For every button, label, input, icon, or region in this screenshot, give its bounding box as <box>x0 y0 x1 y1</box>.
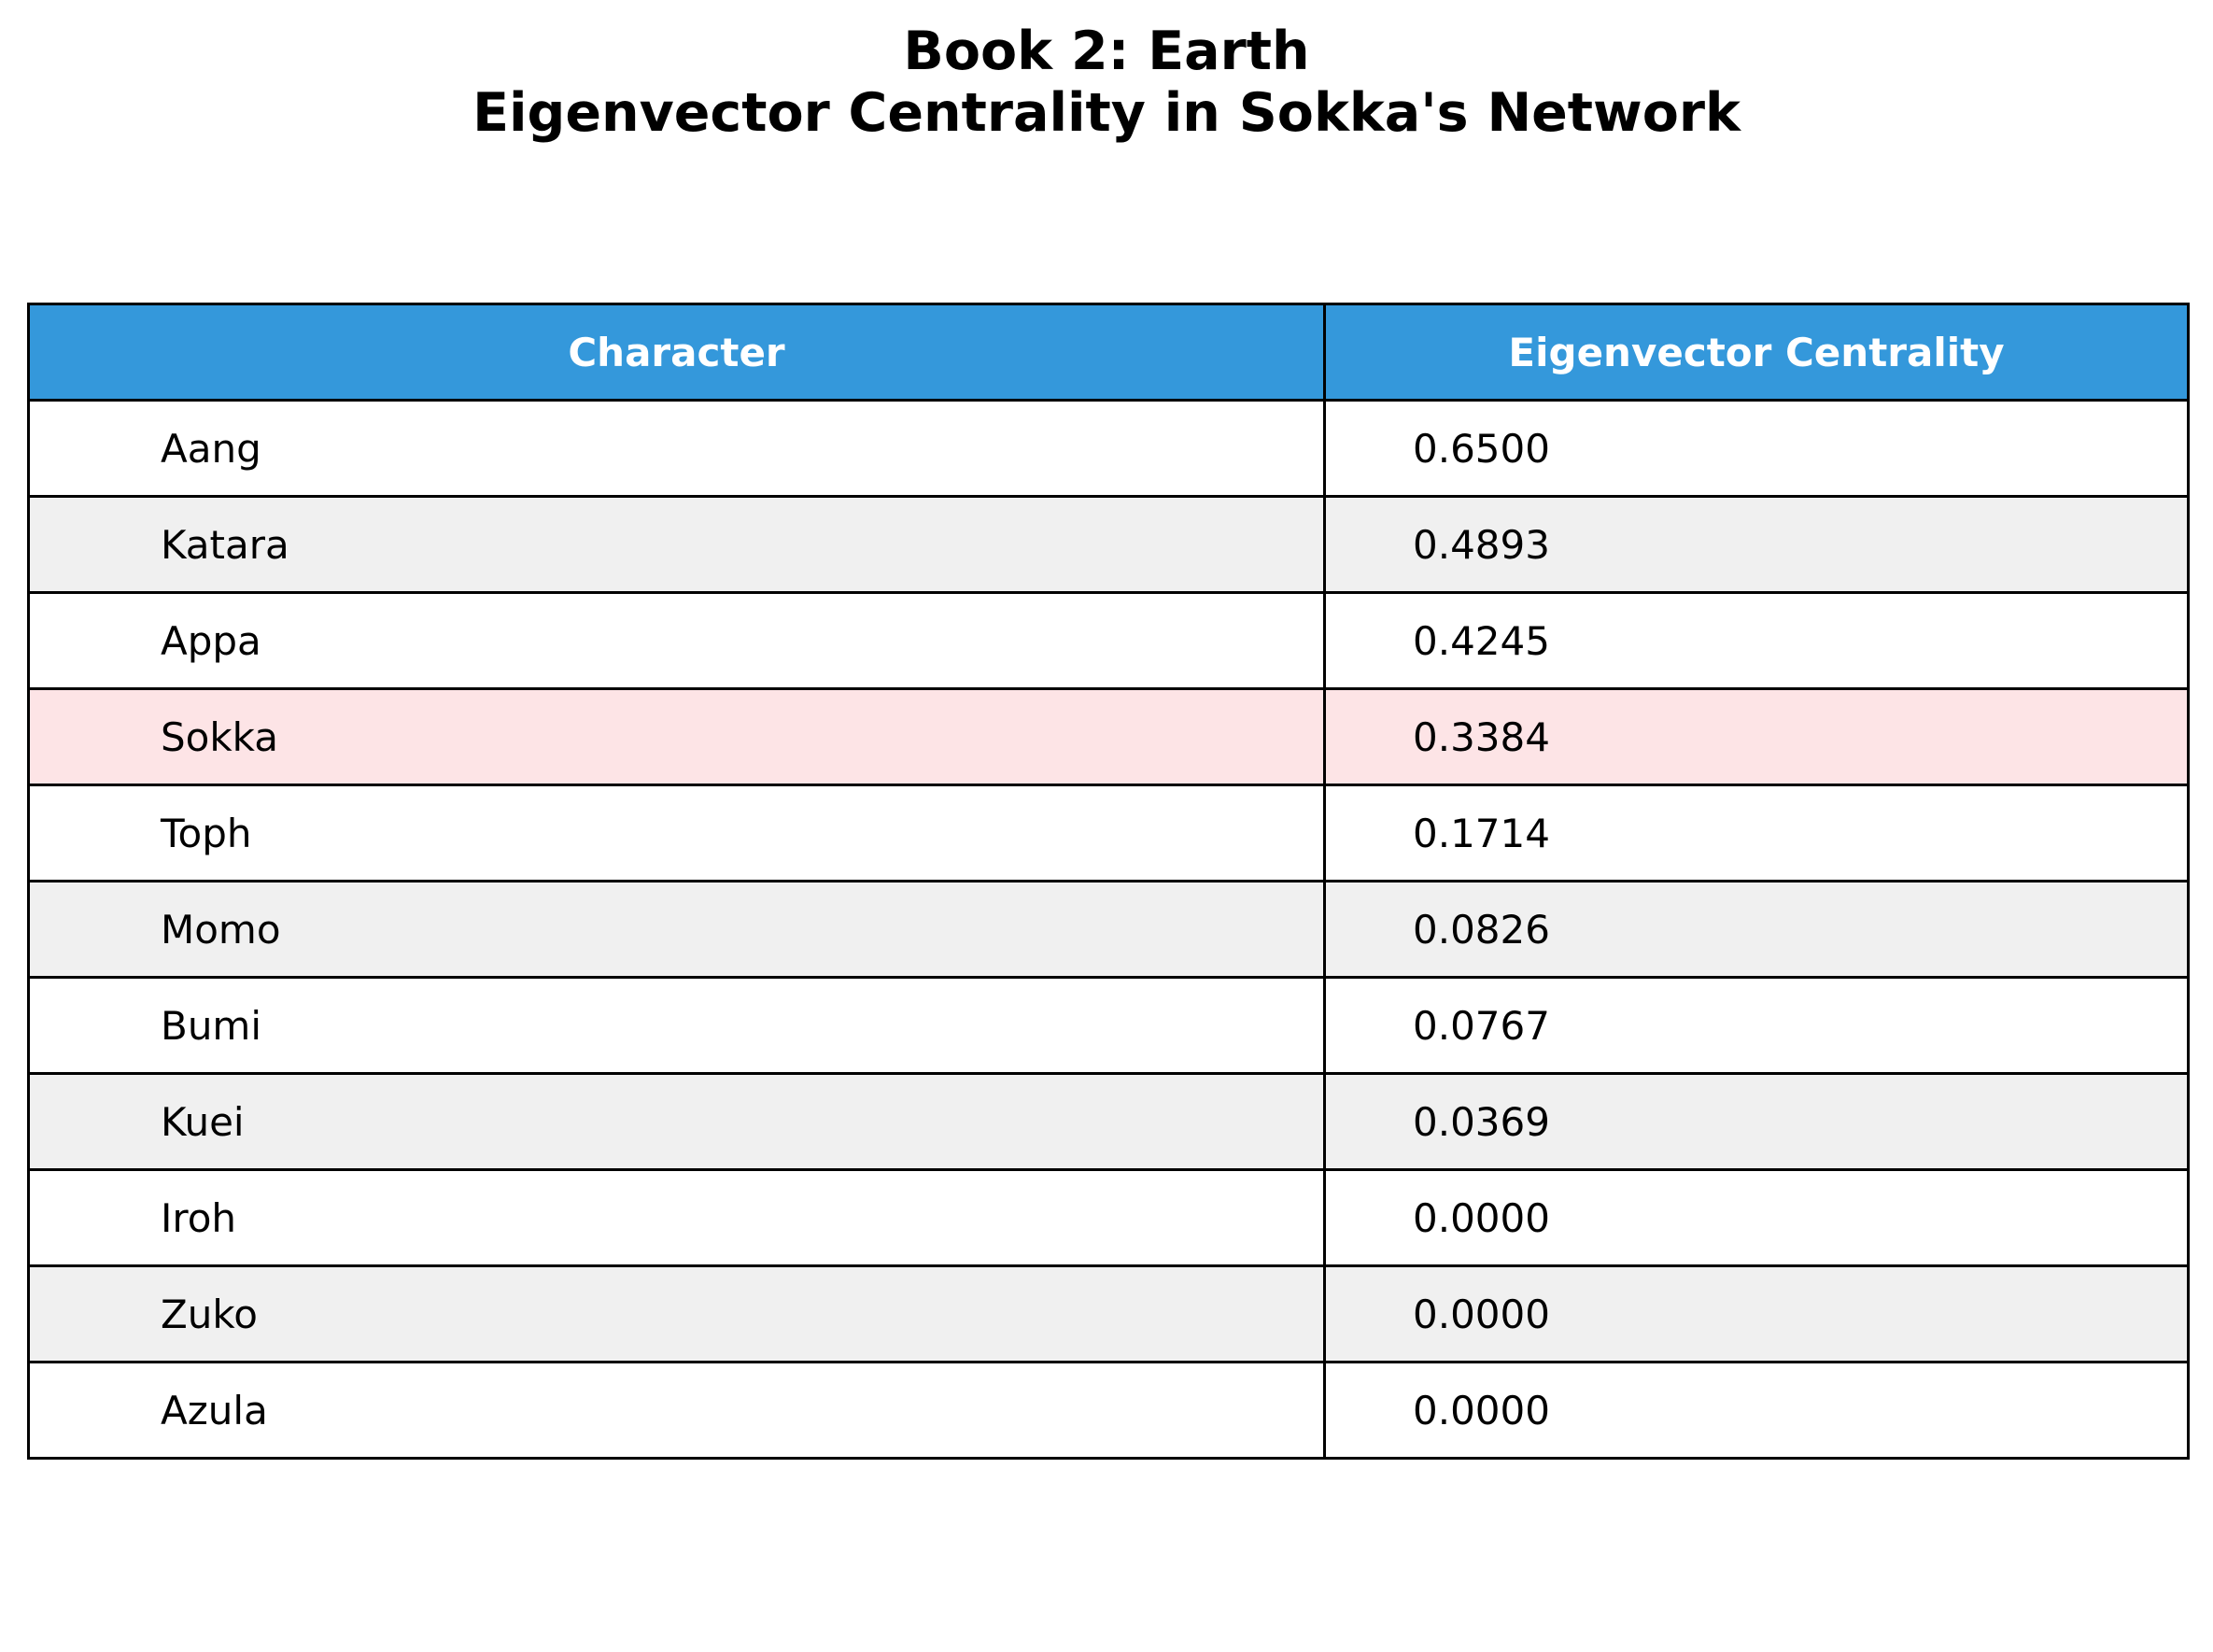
chart-title: Book 2: Earth Eigenvector Centrality in … <box>0 21 2213 144</box>
table-row: Azula 0.0000 <box>27 1361 2190 1460</box>
table-row-highlighted: Sokka 0.3384 <box>27 687 2190 786</box>
character-cell: Sokka <box>27 687 1326 786</box>
table-row: Katara 0.4893 <box>27 495 2190 594</box>
character-cell: Azula <box>27 1361 1326 1460</box>
column-header-character: Character <box>27 303 1326 402</box>
character-cell: Appa <box>27 591 1326 690</box>
title-line-1: Book 2: Earth <box>903 21 1310 82</box>
character-cell: Toph <box>27 784 1326 882</box>
header-row: Character Eigenvector Centrality <box>27 303 2190 402</box>
centrality-table: Character Eigenvector Centrality Aang 0.6… <box>27 303 2190 1460</box>
table-row: Iroh 0.0000 <box>27 1168 2190 1267</box>
table-row: Aang 0.6500 <box>27 399 2190 498</box>
centrality-cell: 0.0000 <box>1323 1264 2190 1363</box>
centrality-cell: 0.4893 <box>1323 495 2190 594</box>
table-row: Zuko 0.0000 <box>27 1264 2190 1363</box>
centrality-cell: 0.0000 <box>1323 1168 2190 1267</box>
character-cell: Zuko <box>27 1264 1326 1363</box>
character-cell: Momo <box>27 880 1326 979</box>
centrality-cell: 0.6500 <box>1323 399 2190 498</box>
character-cell: Iroh <box>27 1168 1326 1267</box>
character-cell: Bumi <box>27 976 1326 1075</box>
centrality-cell: 0.0826 <box>1323 880 2190 979</box>
table-row: Appa 0.4245 <box>27 591 2190 690</box>
character-cell: Aang <box>27 399 1326 498</box>
title-line-2: Eigenvector Centrality in Sokka's Networ… <box>472 82 1741 144</box>
column-header-centrality: Eigenvector Centrality <box>1323 303 2190 402</box>
table-row: Bumi 0.0767 <box>27 976 2190 1075</box>
table-body: Aang 0.6500 Katara 0.4893 Appa 0.4245 Sokka 0.3… <box>27 399 2190 1460</box>
character-cell: Katara <box>27 495 1326 594</box>
centrality-cell: 0.3384 <box>1323 687 2190 786</box>
centrality-cell: 0.4245 <box>1323 591 2190 690</box>
centrality-cell: 0.0767 <box>1323 976 2190 1075</box>
table-row: Momo 0.0826 <box>27 880 2190 979</box>
table-row: Toph 0.1714 <box>27 784 2190 882</box>
table-row: Kuei 0.0369 <box>27 1072 2190 1171</box>
centrality-cell: 0.1714 <box>1323 784 2190 882</box>
character-cell: Kuei <box>27 1072 1326 1171</box>
centrality-table-container: Character Eigenvector Centrality Aang 0.6… <box>27 303 2190 1460</box>
centrality-cell: 0.0000 <box>1323 1361 2190 1460</box>
centrality-cell: 0.0369 <box>1323 1072 2190 1171</box>
